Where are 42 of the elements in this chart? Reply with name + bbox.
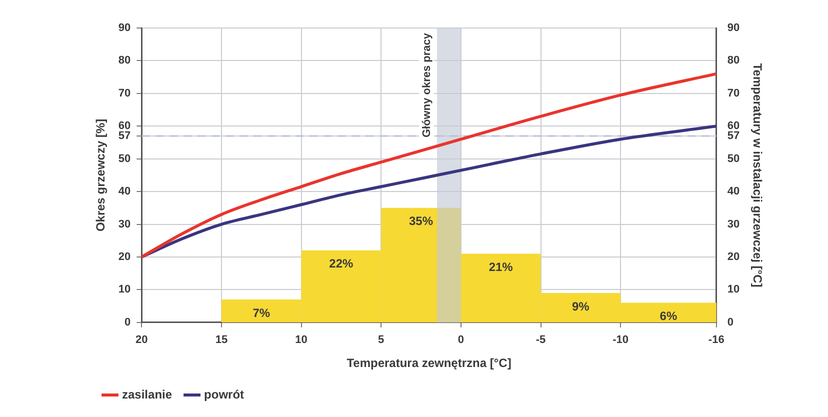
x-tick-label: -10: [612, 334, 629, 346]
y2-tick-label: 50: [727, 152, 740, 165]
x-tick-label: 5: [378, 334, 384, 346]
y2-tick-label: 30: [727, 218, 740, 230]
x-axis-title: Temperatura zewnętrzna [°C]: [346, 356, 512, 370]
x-tick-label: 0: [458, 334, 464, 346]
y-tick-label: 10: [118, 284, 131, 296]
legend-label: powrót: [204, 387, 244, 402]
x-tick-label: -5: [536, 334, 546, 346]
y-tick-label: 40: [118, 186, 131, 198]
y2-tick-label: 0: [727, 316, 734, 328]
data-label: 35%: [409, 214, 434, 228]
y2-tick-label: 20: [727, 251, 740, 264]
y-tick-label: 70: [118, 87, 131, 100]
y2-tick-label: 90: [727, 22, 740, 34]
y-tick-label: 57: [118, 130, 131, 142]
y2-tick-label: 80: [727, 54, 740, 67]
data-label: 9%: [572, 299, 590, 314]
y-tick-label: 90: [118, 22, 131, 34]
band-label: Główny okres pracy: [421, 32, 434, 138]
y2-axis-title: Temperatury w instalacji grzewczej [°C]: [750, 63, 764, 288]
y-axis-title: Okres grzewczy [%]: [94, 118, 108, 232]
y2-tick-label: 57: [727, 130, 740, 142]
data-label: 22%: [329, 256, 354, 271]
x-tick-label: 10: [295, 334, 308, 346]
y-tick-label: 60: [118, 120, 131, 132]
y2-tick-label: 40: [727, 186, 740, 198]
y2-tick-label: 70: [727, 87, 740, 100]
x-tick-label: 15: [215, 334, 228, 346]
y-tick-label: 0: [124, 316, 131, 328]
data-label: 21%: [488, 260, 514, 274]
y-tick-label: 80: [118, 54, 131, 67]
data-label: 6%: [660, 309, 678, 324]
y-tick-label: 30: [118, 218, 131, 230]
y2-tick-label: 60: [727, 120, 740, 132]
y2-tick-label: 10: [727, 284, 740, 296]
y-tick-label: 50: [118, 152, 131, 165]
x-tick-label: 20: [136, 334, 148, 346]
y-tick-label: 20: [118, 251, 131, 264]
x-tick-label: -16: [708, 334, 724, 346]
legend-label: zasilanie: [122, 387, 172, 402]
data-label: 7%: [252, 306, 270, 320]
